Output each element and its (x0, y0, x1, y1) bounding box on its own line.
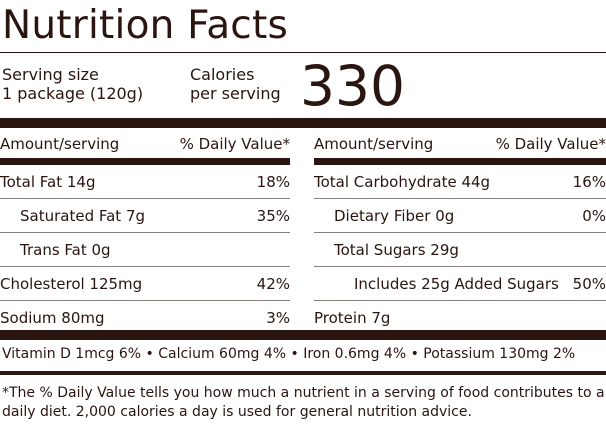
row-divider (0, 198, 290, 199)
nutrient-row: Trans Fat 0g (0, 233, 290, 266)
vitamins-minerals: Vitamin D 1mcg 6% • Calcium 60mg 4% • Ir… (2, 346, 576, 362)
title-rule (0, 52, 606, 53)
nutrient-row: Protein 7g (314, 301, 606, 334)
nutrient-name: Cholesterol 125mg (0, 274, 143, 293)
footnote-rule (0, 371, 606, 375)
serving-size-label: Serving size (2, 65, 99, 84)
header-rule (314, 158, 606, 165)
nutrient-dv: 42% (256, 274, 290, 293)
row-divider (0, 232, 290, 233)
row-divider (314, 300, 606, 301)
dv-header: % Daily Value* (495, 135, 606, 153)
nutrient-dv: 16% (572, 172, 606, 191)
nutrient-name: Dietary Fiber 0g (334, 206, 455, 225)
nutrient-name: Total Fat 14g (0, 172, 96, 191)
nutrient-dv: 3% (266, 308, 290, 327)
nutrient-row: Total Fat 14g 18% (0, 165, 290, 198)
calories-label: Calories per serving (190, 65, 281, 103)
calories-thick-rule (0, 118, 606, 128)
nutrient-name: Protein 7g (314, 308, 391, 327)
row-divider (0, 266, 290, 267)
nutrient-name: Trans Fat 0g (20, 240, 111, 259)
nutrient-dv: 50% (572, 274, 606, 293)
column-header: Amount/serving % Daily Value* (314, 130, 606, 158)
calories-label-line1: Calories (190, 65, 255, 84)
nutrient-dv: 0% (582, 206, 606, 225)
serving-size-value: 1 package (120g) (2, 84, 144, 103)
nutrient-row: Total Carbohydrate 44g 16% (314, 165, 606, 198)
dv-header: % Daily Value* (179, 135, 290, 153)
nutrient-row: Cholesterol 125mg 42% (0, 267, 290, 300)
header-rule (0, 158, 290, 165)
amount-header: Amount/serving (0, 135, 120, 153)
calories-value: 330 (300, 54, 405, 118)
daily-value-footnote: *The % Daily Value tells you how much a … (2, 385, 605, 420)
nutrient-name: Total Sugars 29g (334, 240, 459, 259)
label-title: Nutrition Facts (2, 3, 288, 48)
nutrient-name: Includes 25g Added Sugars (354, 274, 559, 293)
nutrient-row: Total Sugars 29g (314, 233, 606, 266)
nutrient-row: Sodium 80mg 3% (0, 301, 290, 334)
row-divider (314, 232, 606, 233)
nutrient-row: Saturated Fat 7g 35% (0, 199, 290, 232)
nutrient-dv: 18% (256, 172, 290, 191)
nutrient-name: Sodium 80mg (0, 308, 105, 327)
calories-label-line2: per serving (190, 84, 281, 103)
row-divider (314, 198, 606, 199)
row-divider (314, 266, 606, 267)
column-header: Amount/serving % Daily Value* (0, 130, 290, 158)
row-divider (0, 300, 290, 301)
nutrient-row: Dietary Fiber 0g 0% (314, 199, 606, 232)
nutrient-name: Total Carbohydrate 44g (314, 172, 491, 191)
nutrient-column-right: Amount/serving % Daily Value* Total Carb… (314, 130, 606, 334)
nutrient-row: Includes 25g Added Sugars 50% (314, 267, 606, 300)
nutrients-thick-rule (0, 330, 606, 340)
nutrient-name: Saturated Fat 7g (20, 206, 146, 225)
amount-header: Amount/serving (314, 135, 434, 153)
nutrient-column-left: Amount/serving % Daily Value* Total Fat … (0, 130, 290, 334)
nutrient-dv: 35% (256, 206, 290, 225)
serving-size: Serving size 1 package (120g) (2, 65, 143, 103)
